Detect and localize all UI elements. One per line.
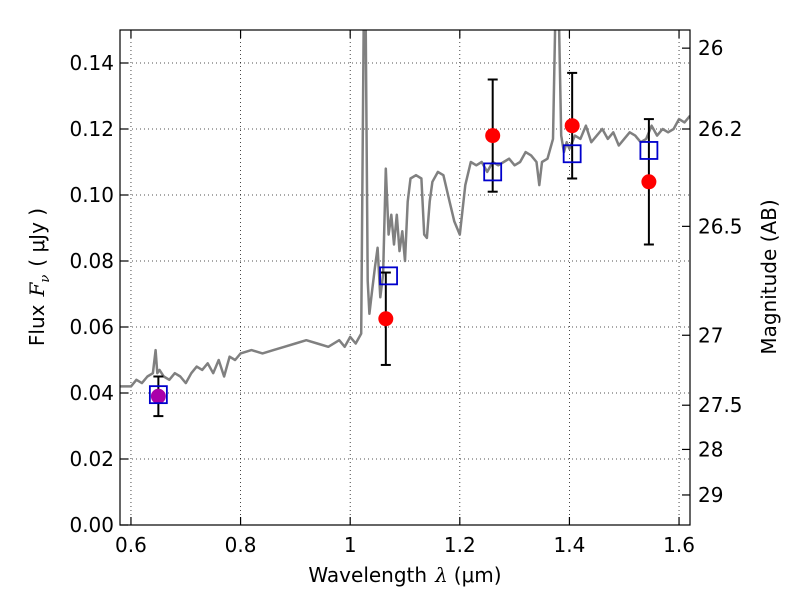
right-tick-label: 27: [698, 323, 723, 347]
model-square: [379, 266, 398, 286]
y-tick-label: 0.02: [69, 447, 114, 471]
y-tick-label: 0.12: [69, 117, 114, 141]
model-square: [148, 385, 168, 405]
x-tick-label: 1.6: [663, 533, 695, 557]
x-tick-label: 1.2: [444, 533, 476, 557]
right-tick-label: 29: [698, 483, 723, 507]
points-layer: [148, 71, 659, 418]
tick-labels: 0.6 0.8 1 1.2 1.4 1.6 0.00 0.02 0.04 0.06 0.08 0.10…: [69, 36, 742, 557]
right-tick-label: 26: [698, 36, 723, 60]
observed-point: [150, 388, 166, 404]
y-tick-label: 0.14: [69, 51, 114, 75]
y-axis-label: FluxFν( μJy ): [25, 208, 53, 346]
y-tick-label: 0.04: [69, 381, 114, 405]
right-tick-label: 26.2: [698, 117, 743, 141]
observed-point: [378, 311, 394, 327]
right-axis-label: Magnitude (AB): [757, 199, 781, 354]
y-tick-label: 0.06: [69, 315, 114, 339]
model-square: [562, 144, 582, 164]
y-tick-label: 0.08: [69, 249, 114, 273]
x-tick-label: 0.8: [225, 533, 257, 557]
observed-point: [564, 118, 580, 134]
y-tick-label: 0.10: [69, 183, 114, 207]
observed-point: [485, 128, 501, 144]
x-axis-label: Wavelength λ (μm): [308, 563, 501, 587]
right-tick-label: 28: [698, 437, 723, 461]
spectrum-layer: [120, 30, 690, 388]
x-tick-label: 1: [344, 533, 357, 557]
plot-frame: [119, 29, 691, 526]
model-square: [639, 141, 659, 160]
spectrum-line: [120, 30, 690, 388]
right-tick-label: 27.5: [698, 393, 743, 417]
right-tick-label: 26.5: [698, 214, 743, 238]
axis-ticks: [120, 30, 690, 526]
x-tick-label: 1.4: [554, 533, 586, 557]
model-square: [483, 162, 503, 182]
observed-point: [641, 174, 657, 190]
x-tick-label: 0.6: [115, 533, 147, 557]
y-tick-label: 0.00: [69, 513, 114, 537]
